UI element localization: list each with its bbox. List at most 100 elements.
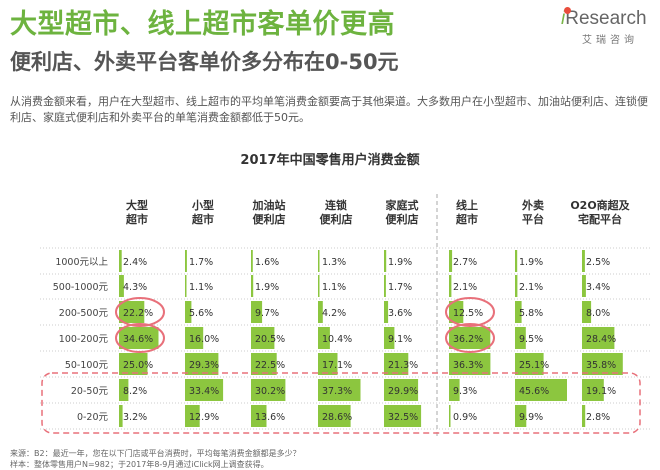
row-label: 500-1000元 xyxy=(53,282,109,293)
value-label: 36.3% xyxy=(453,360,483,371)
column-header-label: 宅配平台 xyxy=(578,212,622,226)
value-label: 8.2% xyxy=(123,386,147,397)
bar xyxy=(185,301,192,323)
bar xyxy=(449,327,491,349)
bar xyxy=(119,275,124,297)
bar xyxy=(582,250,585,272)
value-label: 4.2% xyxy=(322,308,346,319)
column-header-label: 超市 xyxy=(455,212,478,226)
value-label: 2.7% xyxy=(453,257,477,268)
value-label: 34.6% xyxy=(123,334,153,345)
value-label: 28.4% xyxy=(586,334,616,345)
highlight-box xyxy=(41,372,641,434)
bar xyxy=(515,301,522,323)
value-label: 10.4% xyxy=(322,334,352,345)
bar xyxy=(384,379,419,401)
column-header-label: 便利店 xyxy=(386,212,419,226)
value-label: 2.1% xyxy=(519,282,543,293)
value-label: 0.9% xyxy=(453,412,477,423)
value-label: 3.4% xyxy=(586,282,610,293)
value-label: 16.0% xyxy=(189,334,219,345)
value-label: 1.9% xyxy=(255,282,279,293)
value-label: 8.0% xyxy=(586,308,610,319)
bar xyxy=(119,405,123,427)
column-header-label: 外卖 xyxy=(521,198,544,212)
value-label: 25.1% xyxy=(519,360,549,371)
bar xyxy=(449,353,491,375)
chart-title: 2017年中国零售用户消费金额 xyxy=(240,153,420,168)
value-label: 12.9% xyxy=(189,412,219,423)
value-label: 2.8% xyxy=(586,412,610,423)
bar xyxy=(185,353,219,375)
value-label: 1.9% xyxy=(519,257,543,268)
value-label: 4.3% xyxy=(123,282,147,293)
bar xyxy=(318,353,338,375)
bar xyxy=(318,405,351,427)
bar xyxy=(384,275,386,297)
value-label: 9.3% xyxy=(453,386,477,397)
bar xyxy=(251,250,253,272)
row-label: 200-500元 xyxy=(59,308,109,319)
bar xyxy=(119,301,145,323)
page-subtitle: 便利店、外卖平台客单价多分布在0-50元 xyxy=(10,50,399,74)
value-label: 22.2% xyxy=(123,308,153,319)
column-header-label: 便利店 xyxy=(253,212,286,226)
column-header-label: O2O商超及 xyxy=(570,198,630,212)
row-label: 1000元以上 xyxy=(55,257,108,268)
bar xyxy=(582,379,604,401)
iresearch-logo: iResearch 艾瑞咨询 xyxy=(561,7,653,50)
bar xyxy=(582,405,586,427)
bar xyxy=(185,379,224,401)
value-label: 3.2% xyxy=(123,412,147,423)
bar xyxy=(185,250,187,272)
bar xyxy=(251,275,254,297)
logo-i: i xyxy=(561,8,566,29)
bar xyxy=(318,327,330,349)
bar xyxy=(318,250,320,272)
bar xyxy=(515,250,518,272)
highlight-circle xyxy=(115,297,165,327)
value-label: 35.8% xyxy=(586,360,616,371)
value-label: 21.3% xyxy=(388,360,418,371)
value-label: 5.8% xyxy=(519,308,543,319)
value-label: 25.0% xyxy=(123,360,153,371)
value-label: 5.6% xyxy=(189,308,213,319)
value-label: 28.6% xyxy=(322,412,352,423)
bar xyxy=(185,327,204,349)
row-label: 50-100元 xyxy=(65,360,109,371)
bar xyxy=(515,405,527,427)
value-label: 3.6% xyxy=(388,308,412,319)
bar xyxy=(582,327,615,349)
value-label: 1.3% xyxy=(322,257,346,268)
row-label: 0-20元 xyxy=(77,412,109,423)
column-header-label: 线上 xyxy=(456,198,478,212)
bar xyxy=(384,405,422,427)
value-label: 20.5% xyxy=(255,334,285,345)
value-label: 9.9% xyxy=(519,412,543,423)
value-label: 1.9% xyxy=(388,257,412,268)
bar xyxy=(251,405,267,427)
bar xyxy=(251,301,263,323)
bar xyxy=(318,301,323,323)
description-text: 从消费金额来看，用户在大型超市、线上超市的平均单笔消费金额要高于其他渠道。大多数… xyxy=(10,95,648,124)
bar xyxy=(449,275,452,297)
column-header-label: 小型 xyxy=(191,198,214,212)
value-label: 1.1% xyxy=(322,282,346,293)
value-label: 22.5% xyxy=(255,360,285,371)
value-label: 30.2% xyxy=(255,386,285,397)
value-label: 1.7% xyxy=(388,282,412,293)
value-label: 2.1% xyxy=(453,282,477,293)
bar xyxy=(515,327,526,349)
value-label: 1.7% xyxy=(189,257,213,268)
value-label: 36.2% xyxy=(453,334,483,345)
logo-dot xyxy=(564,7,571,14)
bar xyxy=(251,353,277,375)
value-label: 29.3% xyxy=(189,360,219,371)
column-header-label: 家庭式 xyxy=(386,198,419,212)
bar xyxy=(449,250,453,272)
column-header-label: 连锁 xyxy=(325,198,347,212)
value-label: 13.6% xyxy=(255,412,285,423)
logo-subtitle: 艾瑞咨询 xyxy=(582,35,638,46)
bar xyxy=(582,301,592,323)
